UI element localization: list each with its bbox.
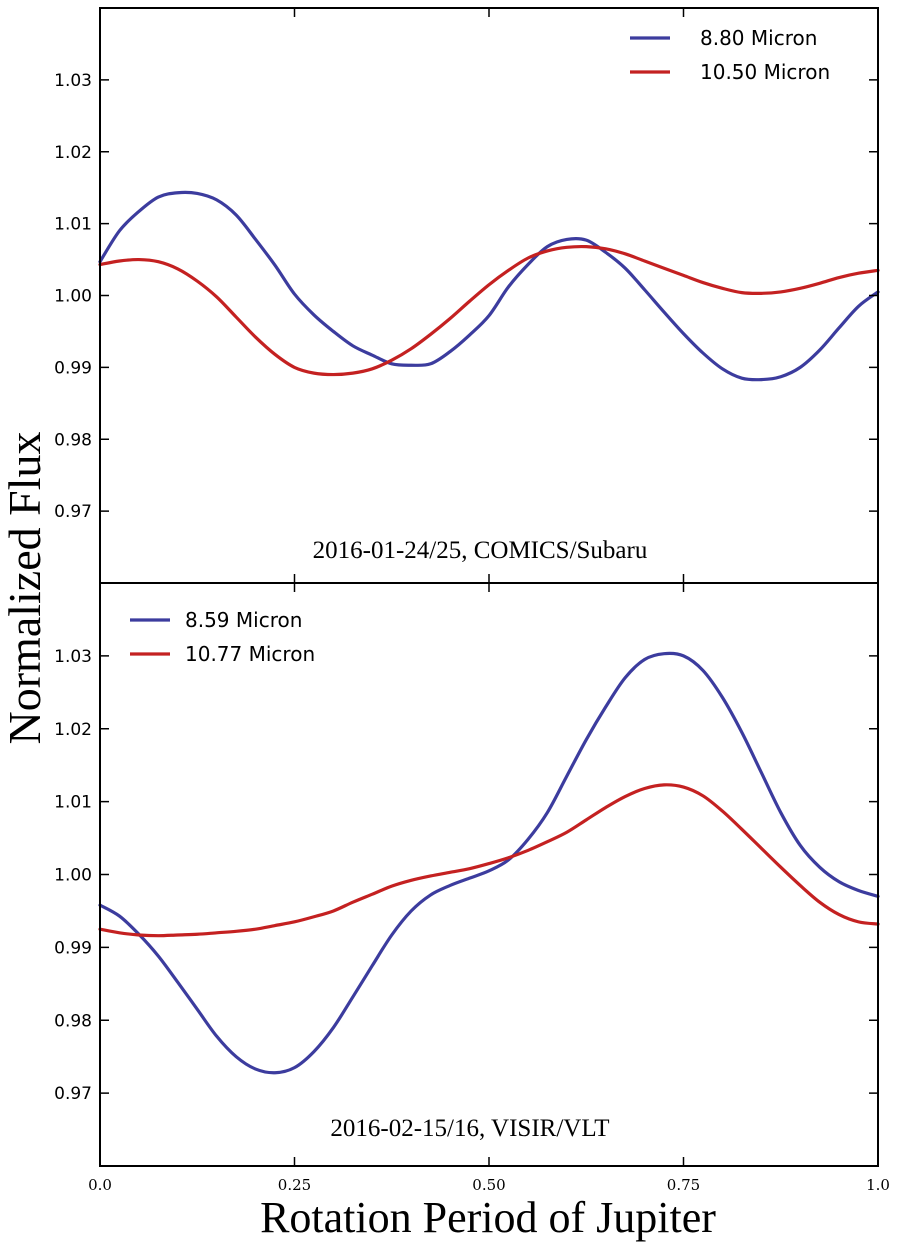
top-panel-ytick-label: 1.03 <box>54 71 92 91</box>
top-panel-ytick-label: 1.00 <box>54 287 92 307</box>
bottom-panel-ytick-label: 0.98 <box>54 1011 92 1031</box>
top-panel-series-2-line <box>98 244 880 377</box>
bottom-panel-ytick-label: 1.01 <box>54 793 92 813</box>
top-panel-series <box>98 190 880 382</box>
bottom-panel-xtick-label: 0.75 <box>667 1176 700 1194</box>
bottom-panel-legend-label-1: 8.59 Micron <box>185 608 302 632</box>
bottom-panel-ytick-label: 0.97 <box>54 1084 92 1104</box>
bottom-panel-axes: 1.03 1.02 1.01 1.00 0.99 0.98 0.97 0.0 0.25 0.50 0… <box>54 582 890 1194</box>
bottom-panel-ytick-label: 0.99 <box>54 938 92 958</box>
y-axis-label: Normalized Flux <box>0 432 50 745</box>
bottom-panel-series <box>98 651 880 1075</box>
top-panel-ytick-label: 0.97 <box>54 502 92 522</box>
bottom-panel: 1.03 1.02 1.01 1.00 0.99 0.98 0.97 0.0 0.25 0.50 0… <box>54 582 890 1194</box>
bottom-panel-ytick-label: 1.00 <box>54 866 92 886</box>
bottom-panel-ytick-label: 1.03 <box>54 647 92 667</box>
bottom-panel-legend-label-2: 10.77 Micron <box>185 642 315 666</box>
top-panel-legend: 8.80 Micron 10.50 Micron <box>630 26 830 84</box>
bottom-panel-xtick-label: 0.0 <box>88 1176 112 1194</box>
top-panel: 1.03 1.02 1.01 1.00 0.99 0.98 0.97 8.80 Micron… <box>54 7 880 584</box>
bottom-panel-series-1-line <box>98 651 880 1075</box>
bottom-panel-xtick-label: 1.0 <box>866 1176 890 1194</box>
top-panel-ytick-label: 0.98 <box>54 430 92 450</box>
bottom-panel-ytick-label: 1.02 <box>54 720 92 740</box>
top-panel-annotation: 2016-01-24/25, COMICS/Subaru <box>313 537 648 564</box>
bottom-panel-xtick-label: 0.25 <box>278 1176 311 1194</box>
top-panel-ytick-label: 1.01 <box>54 215 92 235</box>
bottom-panel-xtick-label: 0.50 <box>472 1176 505 1194</box>
top-panel-ytick-label: 0.99 <box>54 358 92 378</box>
bottom-panel-annotation: 2016-02-15/16, VISIR/VLT <box>330 1115 609 1142</box>
top-panel-legend-label-2: 10.50 Micron <box>700 60 830 84</box>
top-panel-legend-label-1: 8.80 Micron <box>700 26 817 50</box>
bottom-panel-legend: 8.59 Micron 10.77 Micron <box>130 608 315 666</box>
top-panel-series-1-line <box>98 190 880 382</box>
top-panel-ytick-label: 1.02 <box>54 143 92 163</box>
bottom-panel-series-2-line <box>98 783 880 938</box>
x-axis-label: Rotation Period of Jupiter <box>260 1193 716 1242</box>
